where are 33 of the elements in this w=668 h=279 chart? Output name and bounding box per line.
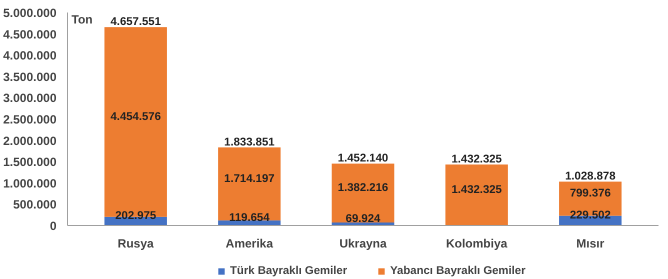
y-tick-label: 3.000.000	[3, 91, 57, 106]
y-tick-label: 1.000.000	[3, 176, 57, 190]
y-tick-label: 4.500.000	[3, 27, 57, 42]
y-tick-label: 500.000	[13, 198, 57, 212]
bar	[445, 164, 508, 226]
y-axis-title: Ton	[72, 12, 93, 26]
total-label: 1.833.851	[224, 136, 275, 148]
x-tick-label: Mısır	[576, 236, 605, 250]
data-label: 69.924	[346, 213, 382, 226]
x-tick-label: Rusya	[118, 236, 154, 250]
data-label: 1.714.197	[224, 172, 275, 185]
bar	[218, 147, 281, 220]
legend-label: Yabancı Bayraklı Gemiler	[390, 265, 526, 277]
y-tick-label: 0	[50, 219, 57, 233]
x-tick-label: Ukrayna	[339, 236, 388, 250]
y-tick-label: 2.000.000	[3, 134, 57, 148]
total-label: 1.028.878	[565, 170, 616, 183]
total-label: 1.432.325	[451, 153, 502, 166]
y-tick-label: 1.500.000	[3, 155, 57, 170]
x-tick-label: Kolombiya	[446, 236, 508, 250]
data-label: 1.432.325	[451, 184, 502, 196]
y-tick-label: 3.500.000	[3, 70, 57, 84]
bar	[332, 164, 394, 223]
total-label: 1.452.140	[338, 152, 388, 165]
data-label: 1.382.216	[338, 182, 388, 194]
y-tick-label: 2.500.000	[3, 112, 57, 126]
y-tick-label: 5.000.000	[3, 6, 57, 20]
total-label: 4.657.551	[110, 16, 161, 28]
x-tick-label: Amerika	[226, 236, 274, 250]
data-label: 799.376	[570, 188, 611, 200]
y-tick-label: 4.000.000	[3, 48, 57, 63]
legend-label: Türk Bayraklı Gemiler	[230, 265, 348, 277]
data-label: 4.454.576	[110, 110, 161, 123]
